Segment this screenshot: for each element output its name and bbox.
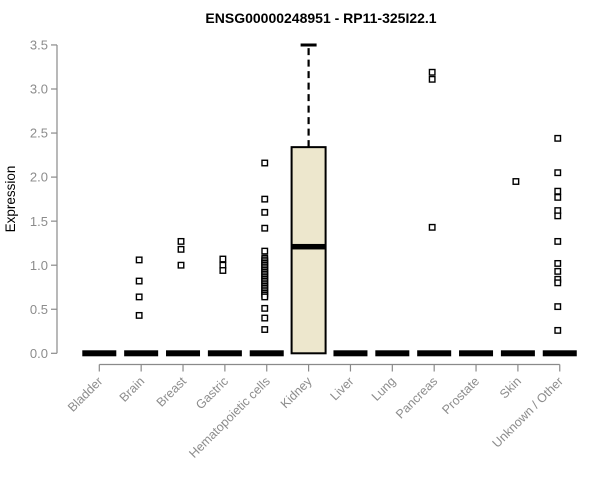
- outlier-point-brain: [135, 256, 143, 264]
- outlier-point-hematopoietic-cells: [261, 314, 269, 322]
- zero-box-bladder: [82, 350, 117, 357]
- x-axis-label-kidney: Kidney: [278, 374, 315, 411]
- outlier-point-unknown-other: [554, 259, 562, 267]
- outlier-point-unknown-other: [554, 303, 562, 311]
- x-axis-label-prostate: Prostate: [439, 374, 482, 417]
- y-axis-tick-label: 3.5: [30, 38, 48, 53]
- y-axis-tick-label: 0.5: [30, 302, 48, 317]
- zero-box-liver: [333, 350, 368, 357]
- box-kidney: [290, 146, 327, 355]
- zero-box-hematopoietic-cells: [249, 350, 284, 357]
- outlier-point-unknown-other: [554, 267, 562, 275]
- y-axis-tick-label: 1.5: [30, 214, 48, 229]
- plot-area: 0.0 0.5 1.0 1.5 2.0 2.5 3.0 3.5 Bladder Brain Brea…: [30, 38, 577, 461]
- outlier-point-unknown-other: [554, 193, 562, 201]
- outlier-point-pancreas: [428, 223, 436, 231]
- median-line-kidney: [291, 243, 326, 250]
- outlier-point-brain: [135, 311, 143, 319]
- outlier-point-unknown-other: [554, 326, 562, 334]
- outlier-point-hematopoietic-cells: [261, 326, 269, 333]
- outlier-point-hematopoietic-cells: [261, 224, 269, 232]
- x-axis-label-bladder: Bladder: [65, 374, 105, 414]
- y-axis-title: Expression: [3, 166, 18, 233]
- x-axis-label-breast: Breast: [154, 374, 190, 410]
- outlier-point-hematopoietic-cells: [261, 293, 269, 301]
- x-axis-label-liver: Liver: [328, 374, 357, 403]
- outlier-point-breast: [177, 261, 185, 269]
- x-axis-label-skin: Skin: [497, 374, 524, 401]
- outlier-point-gastric: [219, 255, 227, 263]
- outlier-point-unknown-other: [554, 212, 562, 220]
- zero-box-lung: [375, 350, 410, 357]
- chart-title: ENSG00000248951 - RP11-325I22.1: [205, 10, 436, 26]
- y-axis-tick-label: 2.5: [30, 126, 48, 141]
- y-axis-tick-label: 1.0: [30, 258, 48, 273]
- outlier-point-skin: [512, 178, 520, 185]
- x-axis-label-unknown-other: Unknown / Other: [490, 374, 566, 450]
- y-axis-tick-label: 2.0: [30, 170, 48, 185]
- zero-box-brain: [124, 350, 159, 357]
- outlier-point-brain: [135, 277, 143, 285]
- x-axis-label-brain: Brain: [117, 374, 148, 405]
- zero-box-breast: [166, 350, 201, 357]
- outlier-point-unknown-other: [554, 169, 562, 177]
- outlier-point-hematopoietic-cells: [261, 247, 269, 255]
- outlier-point-unknown-other: [554, 237, 562, 245]
- zero-box-pancreas: [417, 350, 452, 357]
- outlier-point-pancreas: [428, 75, 436, 83]
- x-axis-label-gastric: Gastric: [193, 374, 231, 412]
- x-axis-label-pancreas: Pancreas: [393, 374, 440, 421]
- outlier-point-hematopoietic-cells: [261, 304, 269, 312]
- outlier-point-breast: [177, 237, 185, 245]
- outlier-point-brain: [135, 293, 143, 301]
- outlier-point-hematopoietic-cells: [261, 195, 269, 203]
- zero-box-unknown-other: [542, 350, 577, 357]
- zero-box-skin: [500, 350, 535, 357]
- zero-box-gastric: [207, 350, 242, 357]
- x-axis-label-hematopoietic-cells: Hematopoietic cells: [186, 374, 273, 461]
- outlier-point-unknown-other: [554, 134, 562, 142]
- outlier-point-pancreas: [428, 68, 436, 76]
- y-axis-tick-label: 0.0: [30, 346, 48, 361]
- outlier-point-unknown-other: [554, 279, 562, 287]
- zero-box-prostate: [459, 350, 494, 357]
- outlier-point-hematopoietic-cells: [261, 159, 269, 167]
- outlier-point-unknown-other: [554, 187, 562, 195]
- y-axis-tick-label: 3.0: [30, 82, 48, 97]
- x-axis-label-lung: Lung: [369, 374, 399, 404]
- outlier-point-breast: [177, 245, 185, 253]
- outlier-point-gastric: [219, 267, 227, 274]
- outlier-point-hematopoietic-cells: [261, 208, 269, 216]
